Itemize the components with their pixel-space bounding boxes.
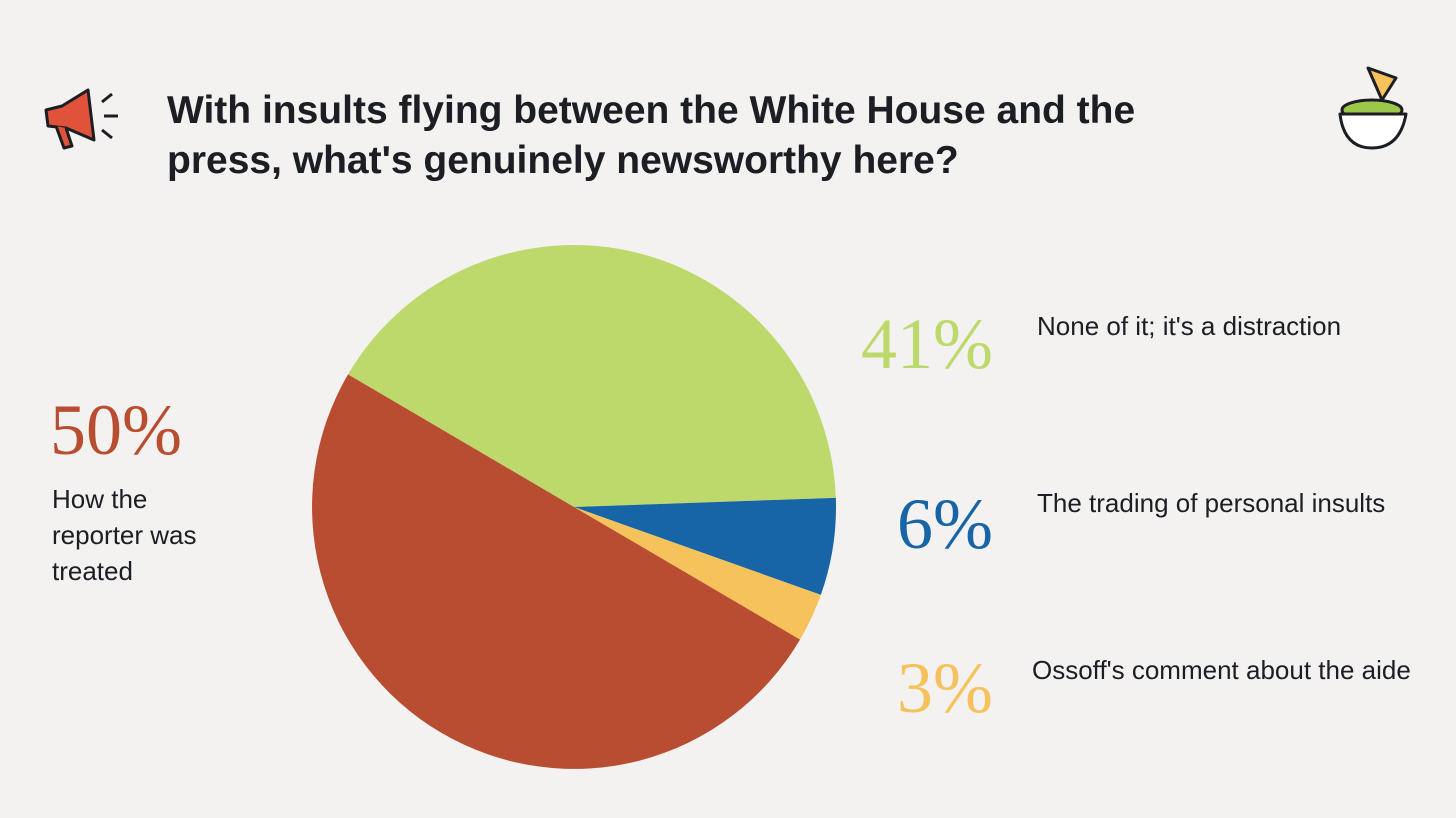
category-label: How the reporter was treated [52, 484, 197, 586]
guacamole-icon [1338, 66, 1408, 150]
value-label: 41% [861, 304, 993, 384]
category-label: None of it; it's a distraction [1037, 311, 1342, 341]
value-label: 3% [897, 648, 993, 728]
value-label: 6% [897, 484, 993, 564]
category-label: Ossoff's comment about the aide [1032, 655, 1411, 685]
megaphone-icon [44, 88, 118, 150]
pie-slice [312, 374, 800, 769]
pie-slice [348, 245, 836, 508]
pie-slice [574, 507, 821, 640]
pie-slice [574, 497, 836, 595]
category-label: The trading of personal insults [1037, 488, 1386, 518]
chart-title: With insults flying between the White Ho… [167, 89, 1136, 182]
value-label: 50% [50, 390, 182, 470]
